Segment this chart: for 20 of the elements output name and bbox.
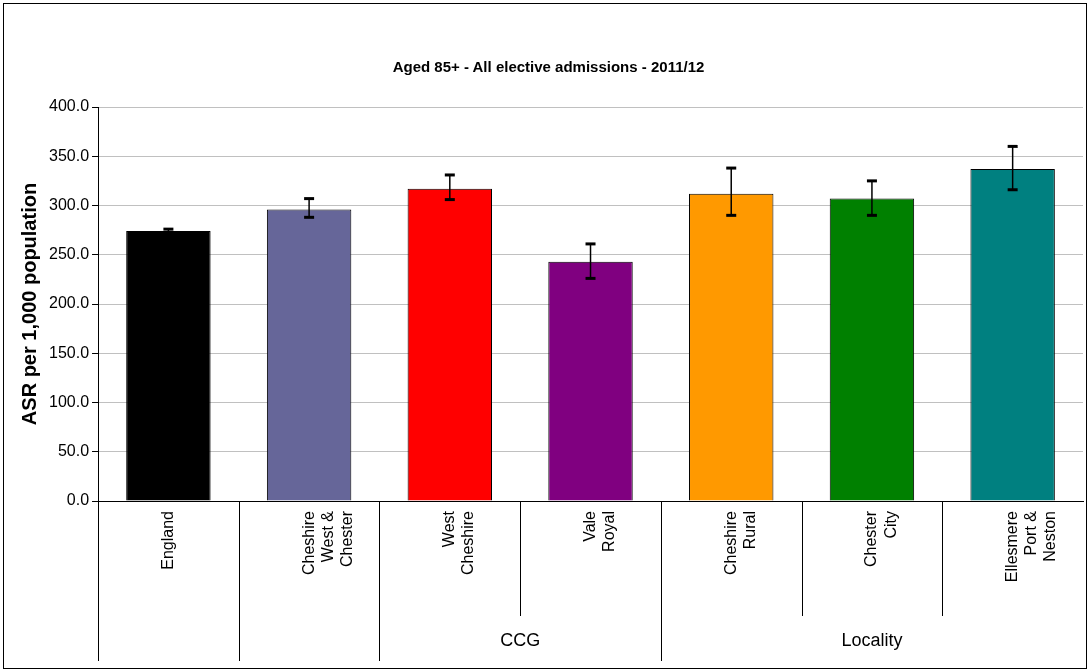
y-tick-label: 250.0: [48, 245, 90, 263]
text: Locality: [841, 629, 903, 650]
x-tick-label: Cheshire Rural: [721, 510, 758, 576]
x-tick-label: West Cheshire: [440, 510, 477, 576]
y-axis-title: ASR per 1,000 population: [17, 182, 40, 426]
y-tick-label: 0.0: [66, 491, 90, 509]
x-tick-label: Vale Royal: [580, 510, 618, 552]
x-tick-label: England: [158, 511, 176, 570]
x-tick-label: Chester City: [862, 510, 899, 568]
y-tick-label: 150.0: [48, 343, 90, 361]
y-tick-label: 400.0: [48, 97, 90, 115]
chart-title: Aged 85+ - All elective admissions - 2011/12: [392, 58, 705, 76]
x-tick-label: Cheshire West & Chester: [299, 510, 355, 576]
x-tick-label: Ellesmere Port & Neston: [1003, 510, 1059, 583]
y-tick-label: 350.0: [48, 146, 90, 164]
y-tick-label: 300.0: [48, 195, 90, 213]
y-tick-label: 200.0: [48, 294, 90, 312]
y-tick-label: 100.0: [48, 392, 90, 410]
text: CCG: [500, 629, 541, 650]
y-tick-label: 50.0: [57, 442, 90, 460]
